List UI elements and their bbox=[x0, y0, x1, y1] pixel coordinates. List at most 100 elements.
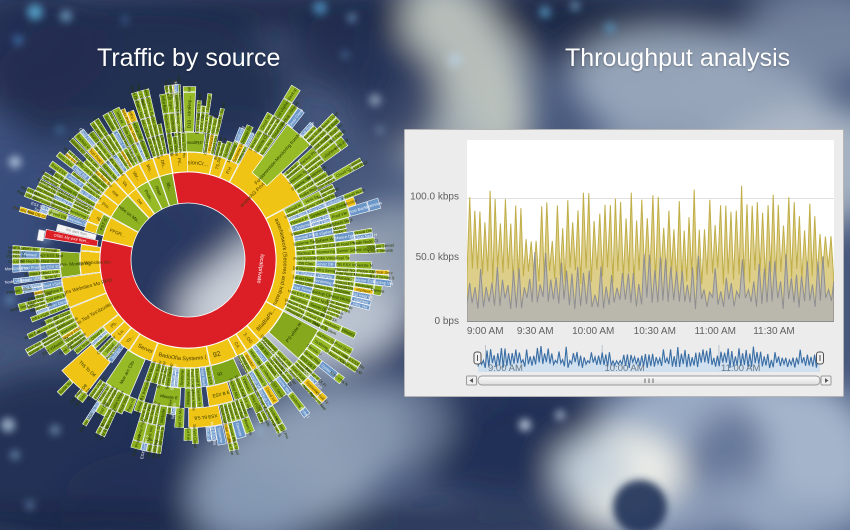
svg-text:Cloud W: Cloud W bbox=[8, 259, 24, 264]
svg-text:Probe Dienste: Probe Dienste bbox=[150, 134, 162, 160]
svg-text:Systeme DB: Systeme DB bbox=[30, 302, 53, 314]
svg-text:Cloud N: Cloud N bbox=[286, 202, 301, 213]
svg-text:ESX Virtual F: ESX Virtual F bbox=[194, 110, 201, 135]
svg-text:ESX Clo: ESX Clo bbox=[199, 114, 206, 130]
svg-text:Host Fire: Host Fire bbox=[227, 439, 236, 457]
svg-text:vSphere Fire: vSphere Fire bbox=[165, 398, 173, 422]
svg-text:92: 92 bbox=[217, 371, 224, 377]
svg-text:Infra M: Infra M bbox=[115, 111, 125, 124]
svg-text:Backup B: Backup B bbox=[297, 250, 315, 256]
svg-text:Virtual Serv: Virtual Serv bbox=[372, 269, 393, 275]
svg-text:ESX Prod W: ESX Prod W bbox=[131, 433, 142, 456]
svg-text:Repl Server: Repl Server bbox=[292, 284, 314, 294]
svg-text:Monitorin: Monitorin bbox=[244, 131, 256, 148]
svg-text:vSphere Repl: vSphere Repl bbox=[328, 217, 353, 228]
svg-text:Server M: Server M bbox=[94, 422, 106, 439]
svg-text:Host Websit: Host Websit bbox=[330, 293, 353, 303]
svg-text:DB ESX In: DB ESX In bbox=[336, 262, 355, 268]
svg-text:Virtual vS: Virtual vS bbox=[205, 425, 212, 443]
svg-text:Firewall: Firewall bbox=[43, 247, 57, 253]
svg-text:Repl VMwar: Repl VMwar bbox=[136, 83, 147, 106]
svg-text:Monitoring No: Monitoring No bbox=[174, 90, 181, 116]
svg-text:Prod Moni: Prod Moni bbox=[231, 437, 240, 456]
svg-text:vSphere Node: vSphere Node bbox=[191, 385, 197, 412]
svg-text:Pro.: Pro. bbox=[101, 201, 111, 210]
svg-text:M-Vares- Monitoring: M-Vares- Monitoring bbox=[49, 261, 91, 267]
svg-text:Websites: Websites bbox=[334, 287, 351, 295]
svg-text:Server Probe: Server Probe bbox=[172, 132, 180, 157]
svg-text:Probe Se: Probe Se bbox=[357, 268, 375, 274]
svg-text:local/private: local/private bbox=[255, 254, 265, 284]
svg-text:Firewal: Firewal bbox=[239, 401, 248, 415]
svg-text:ESX vSp: ESX vSp bbox=[242, 394, 253, 411]
svg-text:Virtual: Virtual bbox=[125, 151, 135, 163]
svg-text:Prod vS: Prod vS bbox=[272, 423, 283, 438]
svg-text:vSphere: vSphere bbox=[317, 273, 333, 280]
svg-text:DB Cloud: DB Cloud bbox=[53, 310, 71, 321]
svg-text:Websites Syst: Websites Syst bbox=[175, 75, 181, 101]
svg-text:Repl ESX Nod: Repl ESX Nod bbox=[37, 252, 63, 258]
svg-text:DB Dienste Sy: DB Dienste Sy bbox=[293, 265, 319, 272]
svg-text:Websites Vi: Websites Vi bbox=[66, 215, 88, 227]
svg-text:Host Prod: Host Prod bbox=[41, 258, 59, 263]
svg-text:vSphere ES: vSphere ES bbox=[156, 118, 165, 140]
svg-text:vSphere We: vSphere We bbox=[313, 236, 336, 244]
svg-text:Backup: Backup bbox=[319, 183, 334, 194]
svg-text:Netz Prod: Netz Prod bbox=[120, 107, 132, 125]
svg-text:Infra Virt: Infra Virt bbox=[352, 301, 369, 310]
svg-text:Monitorin: Monitorin bbox=[290, 295, 307, 305]
svg-text:Monitor: Monitor bbox=[344, 197, 359, 206]
svg-text:vSphere Ba: vSphere Ba bbox=[145, 96, 155, 118]
svg-text:Monitoring: Monitoring bbox=[151, 439, 159, 458]
svg-text:Infra Pro: Infra Pro bbox=[185, 426, 190, 442]
svg-text:Prod Website: Prod Website bbox=[20, 281, 45, 290]
svg-text:Node Dienste: Node Dienste bbox=[150, 114, 161, 139]
svg-text:Yo..: Yo.. bbox=[125, 335, 134, 344]
svg-text:92: 92 bbox=[212, 350, 222, 359]
svg-text:Firewall: Firewall bbox=[207, 137, 215, 152]
svg-text:Website: Website bbox=[348, 156, 364, 168]
svg-text:Prod Serve: Prod Serve bbox=[206, 114, 214, 135]
svg-text:Virtual: Virtual bbox=[104, 342, 115, 354]
svg-text:Websites: Websites bbox=[156, 441, 163, 458]
svg-text:Firewal: Firewal bbox=[185, 391, 190, 404]
svg-text:VMware ESX Ho: VMware ESX Ho bbox=[181, 128, 187, 159]
svg-text:VMware Ser: VMware Ser bbox=[22, 285, 45, 294]
svg-text:Host Pr: Host Pr bbox=[255, 411, 265, 426]
svg-text:Prod Infra M: Prod Infra M bbox=[44, 292, 67, 303]
svg-text:8b...: 8b... bbox=[166, 182, 173, 192]
svg-text:Prod ESX: Prod ESX bbox=[320, 312, 338, 323]
svg-text:Cloud VMwa: Cloud VMwa bbox=[309, 217, 333, 228]
svg-text:C4.: C4. bbox=[233, 341, 241, 350]
svg-text:VMware Dienst: VMware Dienst bbox=[367, 242, 395, 249]
svg-text:Monitor: Monitor bbox=[332, 224, 347, 232]
svg-text:vSphere Fi: vSphere Fi bbox=[6, 253, 26, 258]
svg-text:10:00 AM: 10:00 AM bbox=[605, 363, 645, 374]
svg-text:Systeme: Systeme bbox=[217, 427, 225, 444]
svg-text:DB vSphe: DB vSphe bbox=[163, 79, 170, 98]
svg-text:Lu.: Lu. bbox=[117, 328, 125, 336]
svg-text:Systeme P: Systeme P bbox=[145, 438, 154, 458]
svg-text:Infra Repl VM: Infra Repl VM bbox=[27, 291, 52, 302]
svg-text:Systeme: Systeme bbox=[179, 369, 185, 386]
svg-text:Netz We: Netz We bbox=[143, 404, 152, 421]
svg-text:Host ESX ESX: Host ESX ESX bbox=[37, 264, 64, 270]
svg-text:Backup: Backup bbox=[286, 86, 298, 101]
svg-text:Probe I: Probe I bbox=[299, 406, 311, 419]
svg-text:DB vSphere: DB vSphere bbox=[312, 228, 335, 237]
svg-text:Host Sy: Host Sy bbox=[304, 193, 319, 204]
svg-text:Server Fire: Server Fire bbox=[310, 213, 331, 224]
svg-text:Firewall Webs: Firewall Webs bbox=[138, 399, 150, 424]
svg-text:Firewall: Firewall bbox=[286, 307, 301, 318]
svg-text:Backup Clo: Backup Clo bbox=[311, 288, 333, 298]
svg-text:Dienste: Dienste bbox=[235, 422, 244, 437]
svg-text:Cloud Dienste: Cloud Dienste bbox=[368, 248, 394, 254]
svg-text:9:30 AM: 9:30 AM bbox=[517, 326, 554, 337]
svg-text:Cloud Clo: Cloud Clo bbox=[210, 135, 219, 154]
svg-text:ESX Server: ESX Server bbox=[217, 101, 227, 123]
svg-text:Cloud Fi: Cloud Fi bbox=[306, 311, 322, 322]
svg-text:Va.: Va. bbox=[121, 180, 129, 188]
svg-text:Cloud Hos: Cloud Hos bbox=[159, 135, 168, 154]
svg-text:Dienste: Dienste bbox=[32, 289, 47, 297]
svg-text:Virtual D: Virtual D bbox=[214, 117, 222, 133]
